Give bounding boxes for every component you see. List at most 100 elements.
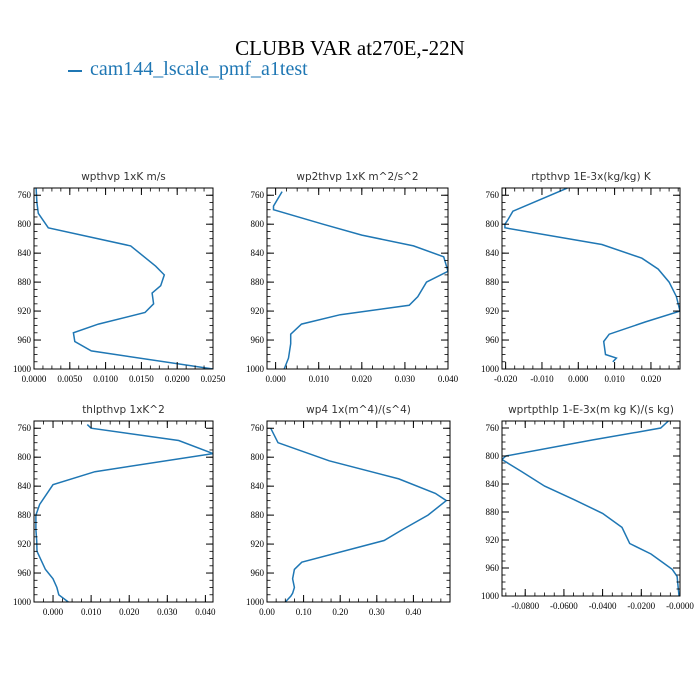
y-tick-label: 920	[18, 306, 32, 316]
panel-3: rtpthvp 1E-3x(kg/kg) K -0.020 -0.010 0.000 0…	[481, 171, 681, 384]
y-tick-label: 880	[18, 277, 32, 287]
figure-title: CLUBB VAR at270E,-22N	[235, 36, 465, 60]
y-tick-label: 960	[18, 568, 32, 578]
x-tick-label: 0.10	[296, 607, 312, 617]
x-tick-label: 0.040	[438, 374, 459, 384]
y-tick-label: 800	[251, 219, 265, 229]
y-tick-label: 840	[18, 248, 32, 258]
x-tick-label: 0.0150	[129, 374, 154, 384]
series-line	[272, 191, 448, 369]
y-tick-label: 960	[18, 335, 32, 345]
x-tick-label: 0.010	[604, 374, 625, 384]
y-tick-label: 840	[486, 479, 500, 489]
y-tick-label: 800	[486, 219, 500, 229]
panel-title: wprtpthlp 1-E-3x(m kg K)/(s kg)	[508, 404, 674, 416]
y-tick-label: 760	[251, 190, 265, 200]
x-tick-label: 0.0050	[57, 374, 82, 384]
panel-title: wpthvp 1xK m/s	[81, 171, 166, 183]
x-tick-label: 0.0000	[22, 374, 47, 384]
y-tick-label: 1000	[246, 597, 265, 607]
panel-title: thlpthvp 1xK^2	[82, 404, 165, 416]
y-tick-label: 880	[251, 277, 265, 287]
y-tick-label: 840	[251, 248, 265, 258]
x-tick-label: -0.020	[494, 374, 518, 384]
panel-title: rtpthvp 1E-3x(kg/kg) K	[531, 171, 652, 183]
y-tick-label: 840	[486, 248, 500, 258]
y-tick-label: 1000	[13, 364, 32, 374]
x-tick-label: 0.00	[259, 607, 275, 617]
x-tick-label: 0.000	[265, 374, 286, 384]
x-tick-label: 0.020	[119, 607, 140, 617]
x-tick-label: 0.0250	[201, 374, 226, 384]
legend: cam144_lscale_pmf_a1test	[68, 58, 308, 81]
x-tick-label: 0.040	[195, 607, 216, 617]
y-tick-label: 760	[18, 190, 32, 200]
panel-title: wp2thvp 1xK m^2/s^2	[296, 171, 418, 183]
series-line	[35, 188, 213, 369]
plot-frame	[501, 187, 681, 370]
x-tick-label: -0.010	[530, 374, 554, 384]
y-tick-label: 800	[18, 219, 32, 229]
y-tick-label: 920	[486, 306, 500, 316]
y-tick-label: 800	[18, 452, 32, 462]
x-tick-label: 0.40	[406, 607, 422, 617]
y-tick-label: 800	[251, 452, 265, 462]
series-line	[504, 188, 680, 363]
y-tick-label: 1000	[481, 591, 500, 601]
x-tick-label: 0.30	[369, 607, 385, 617]
x-tick-label: 0.020	[352, 374, 373, 384]
y-tick-label: 760	[18, 423, 32, 433]
x-tick-label: 0.20	[332, 607, 348, 617]
y-tick-label: 840	[251, 481, 265, 491]
y-tick-label: 800	[486, 451, 500, 461]
y-tick-label: 960	[251, 568, 265, 578]
y-tick-label: 880	[251, 510, 265, 520]
y-tick-label: 760	[251, 423, 265, 433]
y-tick-label: 960	[486, 563, 500, 573]
x-tick-label: 0.010	[309, 374, 330, 384]
x-tick-label: -0.0400	[589, 601, 617, 611]
plot-frame	[33, 187, 214, 370]
x-tick-label: 0.010	[81, 607, 102, 617]
y-tick-label: 880	[486, 277, 500, 287]
plot-frame	[266, 187, 449, 370]
x-tick-label: 0.000	[43, 607, 64, 617]
panel-6: wprtpthlp 1-E-3x(m kg K)/(s kg) -0.0800 -0…	[481, 404, 694, 611]
x-tick-label: 0.020	[641, 374, 662, 384]
plot-frame	[501, 420, 681, 597]
series-line	[270, 427, 448, 602]
y-tick-label: 840	[18, 481, 32, 491]
x-tick-label: -0.0600	[550, 601, 578, 611]
y-tick-label: 760	[486, 190, 500, 200]
plot-frame	[33, 420, 214, 603]
y-tick-label: 880	[18, 510, 32, 520]
x-tick-label: 0.000	[568, 374, 589, 384]
y-tick-label: 920	[486, 535, 500, 545]
y-tick-label: 960	[486, 335, 500, 345]
x-tick-label: 0.0200	[165, 374, 190, 384]
y-tick-label: 1000	[481, 364, 500, 374]
y-tick-label: 880	[486, 507, 500, 517]
series-line	[502, 421, 680, 596]
legend-line-swatch	[68, 69, 82, 72]
y-tick-label: 960	[251, 335, 265, 345]
y-tick-label: 920	[251, 306, 265, 316]
y-tick-label: 1000	[246, 364, 265, 374]
y-tick-label: 920	[251, 539, 265, 549]
x-tick-label: -0.0200	[627, 601, 655, 611]
legend-label: cam144_lscale_pmf_a1test	[90, 58, 308, 80]
panel-5: wp4 1x(m^4)/(s^4) 0.00 0.10 0.20 0.30 0.40 760…	[246, 404, 451, 617]
panel-2: wp2thvp 1xK m^2/s^2 0.000 0.010 0.020 0.030 0…	[246, 171, 459, 384]
x-tick-label: -0.0000	[666, 601, 694, 611]
panel-4: thlpthvp 1xK^2 0.000 0.010 0.020 0.030 0.040 7…	[13, 404, 216, 617]
y-tick-label: 920	[18, 539, 32, 549]
panel-1: wpthvp 1xK m/s 0.0000 0.0050 0.0100 0.0150 0.…	[13, 171, 226, 384]
x-tick-label: 0.030	[157, 607, 178, 617]
panel-title: wp4 1x(m^4)/(s^4)	[306, 404, 411, 416]
x-tick-label: 0.0100	[93, 374, 118, 384]
x-tick-label: -0.0800	[511, 601, 539, 611]
y-tick-label: 1000	[13, 597, 32, 607]
x-tick-label: 0.030	[395, 374, 416, 384]
